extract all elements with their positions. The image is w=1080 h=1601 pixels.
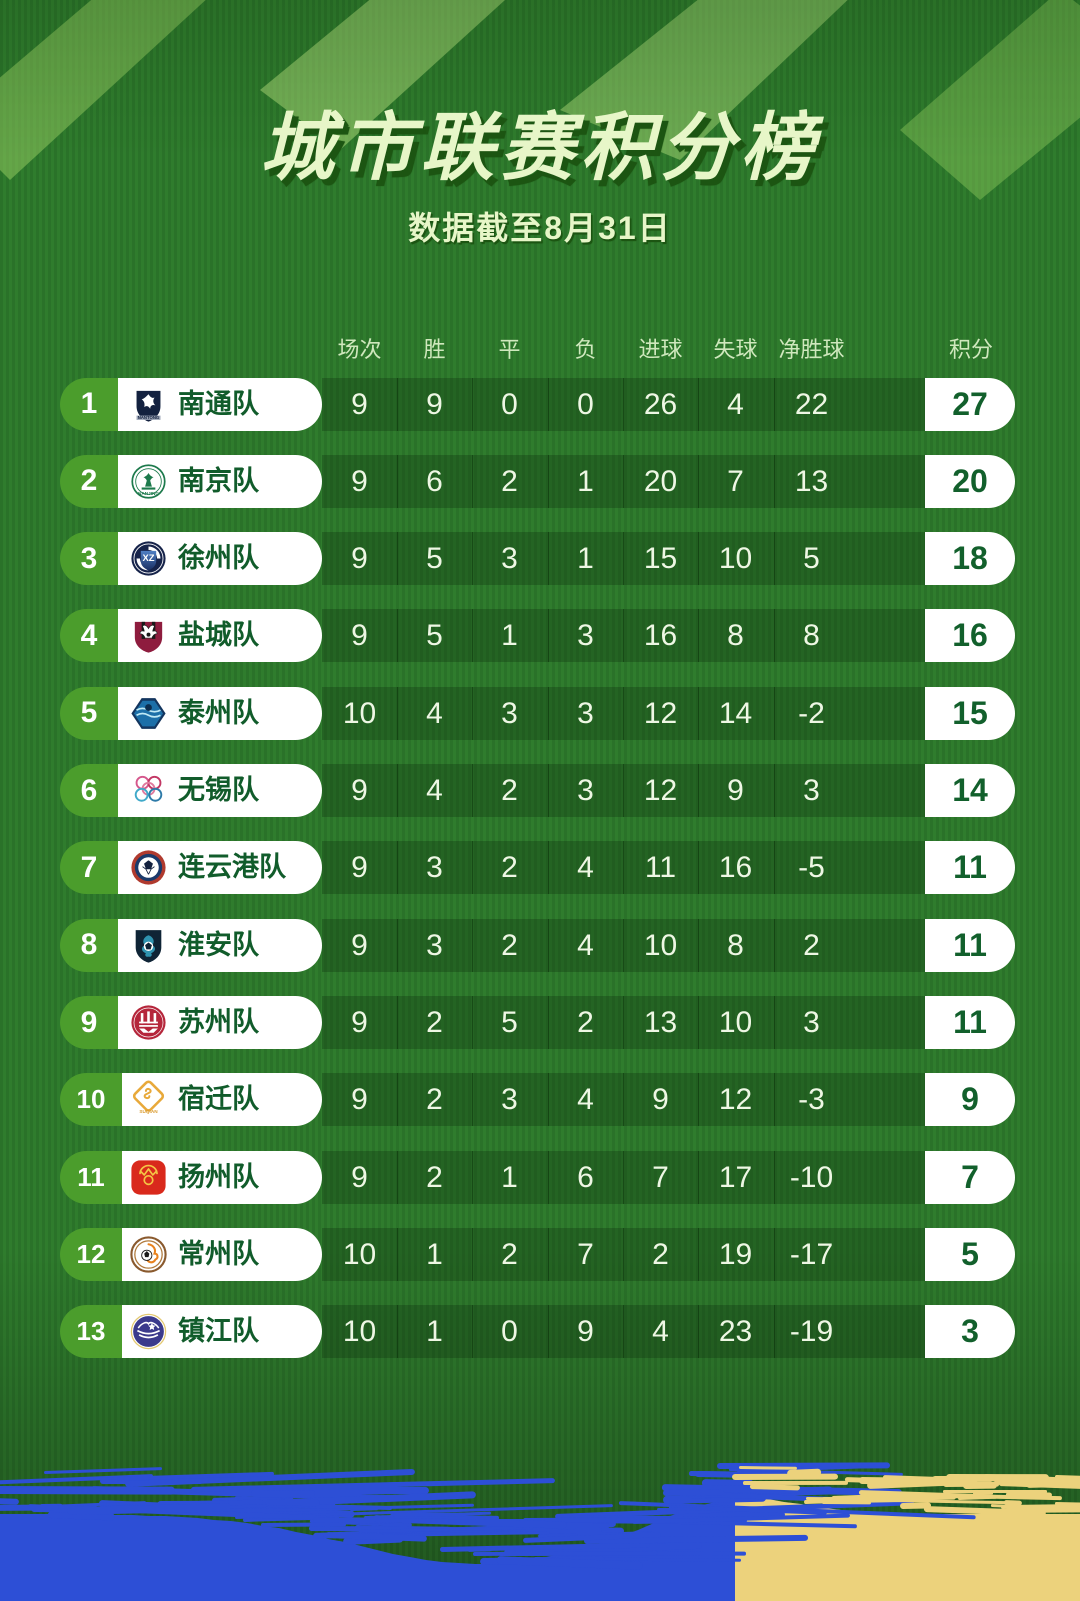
svg-text:NANJING: NANJING (138, 491, 159, 496)
svg-text:SUQIAN: SUQIAN (139, 1110, 158, 1115)
svg-text:NANTONG: NANTONG (138, 415, 160, 420)
svg-text:XZ: XZ (143, 552, 155, 563)
